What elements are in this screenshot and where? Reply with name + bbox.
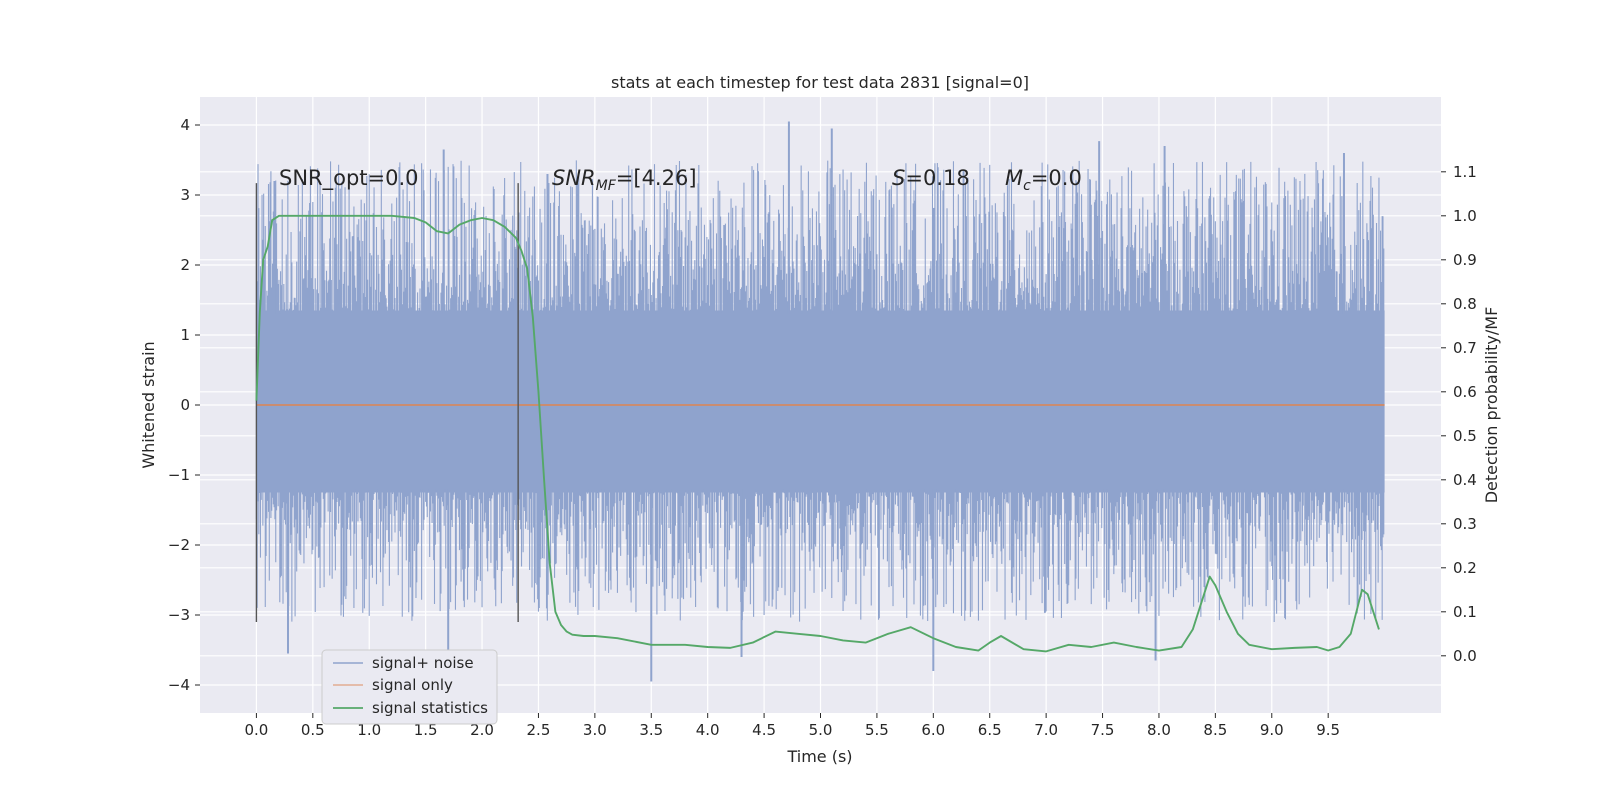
- y-tick-label: 2: [180, 256, 190, 274]
- chart-title: stats at each timestep for test data 283…: [611, 73, 1029, 92]
- x-tick-label: 2.5: [527, 721, 551, 739]
- y-right-tick-label: 0.5: [1453, 427, 1477, 445]
- y-axis-label: Whitened strain: [139, 341, 158, 468]
- x-tick-label: 5.5: [865, 721, 889, 739]
- legend-box: [321, 649, 498, 725]
- x-tick-label: 2.0: [470, 721, 494, 739]
- x-tick-label: 9.5: [1316, 721, 1340, 739]
- y-right-tick-label: 0.4: [1453, 471, 1477, 489]
- vertical-markers: [255, 183, 519, 622]
- y-tick-label: −2: [168, 536, 190, 554]
- y-right-tick-label: 0.8: [1453, 295, 1477, 313]
- y-axis-ticks: −4 −3 −2 −1 0 1 2 3 4: [168, 116, 200, 694]
- signal-statistics-series: [255, 214, 1380, 653]
- y-tick-label: 4: [180, 116, 190, 134]
- x-tick-label: 9.0: [1260, 721, 1284, 739]
- legend-label-signal-noise: signal+ noise: [372, 654, 474, 672]
- legend-label-signal-only: signal only: [372, 676, 453, 694]
- x-tick-label: 0.5: [301, 721, 325, 739]
- legend-label-signal-statistics: signal statistics: [372, 699, 488, 717]
- y-right-tick-label: 1.0: [1453, 207, 1477, 225]
- y-right-axis-ticks: 0.0 0.1 0.2 0.3 0.4 0.5 0.6 0.7 0.8 0.9 1.0 1.1: [1441, 163, 1477, 665]
- x-axis-ticks: 0.0 0.5 1.0 1.5 2.0 2.5 3.0 3.5 4.0 4.5 5.0 5.5 6.0 6…: [244, 713, 1340, 739]
- y-tick-label: 0: [180, 396, 190, 414]
- y-right-tick-label: 0.1: [1453, 603, 1477, 621]
- y-right-tick-label: 1.1: [1453, 163, 1477, 181]
- y-right-axis-label: Detection probability/MF: [1482, 307, 1501, 504]
- y-right-tick-label: 0.9: [1453, 251, 1477, 269]
- x-tick-label: 7.0: [1034, 721, 1058, 739]
- annotation-snr-opt: SNR_opt=0.0: [279, 166, 419, 191]
- x-tick-label: 8.5: [1203, 721, 1227, 739]
- legend: signal+ noise signal only signal statist…: [321, 649, 498, 725]
- annotation-mc-value: Mc=0.0: [1005, 166, 1082, 194]
- x-tick-label: 1.5: [414, 721, 438, 739]
- y-right-tick-label: 0.7: [1453, 339, 1477, 357]
- signal-statistics-line: [255, 214, 1380, 653]
- y-tick-label: 3: [180, 186, 190, 204]
- x-tick-label: 1.0: [357, 721, 381, 739]
- y-right-tick-label: 0.2: [1453, 559, 1477, 577]
- x-tick-label: 3.5: [639, 721, 663, 739]
- x-axis-label: Time (s): [786, 747, 852, 766]
- y-right-tick-label: 0.3: [1453, 515, 1477, 533]
- x-tick-label: 4.0: [696, 721, 720, 739]
- y-tick-label: −4: [168, 676, 190, 694]
- y-right-tick-label: 0.0: [1453, 647, 1477, 665]
- y-right-tick-label: 0.6: [1453, 383, 1477, 401]
- y-tick-label: 1: [180, 326, 190, 344]
- x-tick-label: 3.0: [583, 721, 607, 739]
- x-tick-label: 8.0: [1147, 721, 1171, 739]
- annotation-snr-mf: SNRMF=[4.26]: [552, 166, 697, 194]
- x-tick-label: 6.0: [921, 721, 945, 739]
- y-tick-label: −1: [168, 466, 190, 484]
- annotation-s-value: S=0.18: [892, 166, 970, 190]
- x-tick-label: 5.0: [809, 721, 833, 739]
- x-tick-label: 7.5: [1091, 721, 1115, 739]
- y-tick-label: −3: [168, 606, 190, 624]
- x-tick-label: 6.5: [978, 721, 1002, 739]
- x-tick-label: 4.5: [752, 721, 776, 739]
- x-tick-label: 0.0: [244, 721, 268, 739]
